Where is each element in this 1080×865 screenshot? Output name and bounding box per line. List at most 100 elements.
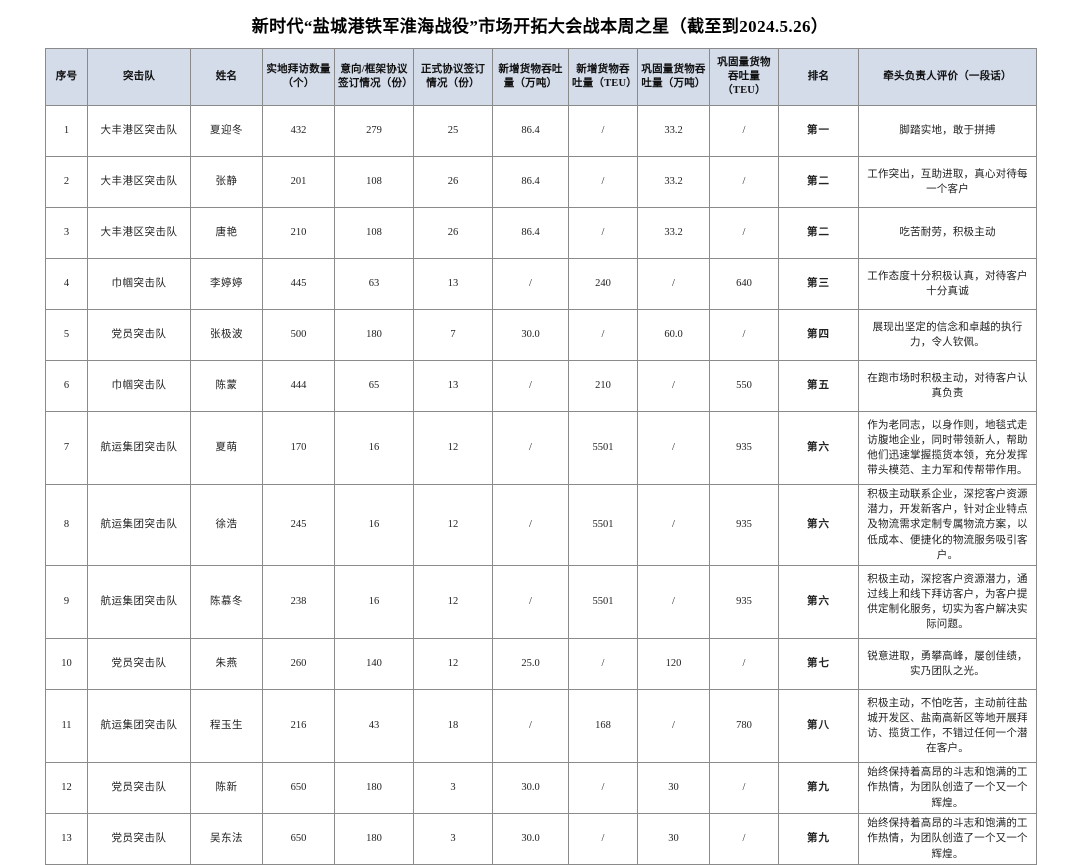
cell-index: 4 xyxy=(45,258,88,310)
cell-team: 党员突击队 xyxy=(87,638,191,691)
cell-comment: 锐意进取，勇攀高峰，屡创佳绩，实乃团队之光。 xyxy=(858,638,1037,691)
cell-intent-agreements: 43 xyxy=(334,689,414,764)
cell-consolidated-ton: 30 xyxy=(637,762,710,815)
column-header-team: 突击队 xyxy=(87,48,191,106)
cell-team: 航运集团突击队 xyxy=(87,565,191,640)
cell-index: 3 xyxy=(45,207,88,259)
cell-consolidated-teu: / xyxy=(709,156,779,208)
column-header-formal: 正式协议签订情况（份） xyxy=(413,48,493,106)
table-row: 9 航运集团突击队 陈慕冬 238 16 12/5501/935 第六 积极主动，深挖客户资源… xyxy=(45,565,1037,640)
cell-new-throughput-ton: / xyxy=(492,258,569,310)
cell-new-throughput-ton: / xyxy=(492,411,569,485)
cell-new-throughput-teu: 210 xyxy=(568,360,638,412)
cell-new-throughput-ton: / xyxy=(492,689,569,764)
cell-new-throughput-teu: 5501 xyxy=(568,483,638,567)
cell-team: 党员突击队 xyxy=(87,762,191,815)
cell-intent-agreements: 108 xyxy=(334,156,414,208)
cell-index: 10 xyxy=(45,638,88,691)
cell-intent-agreements: 279 xyxy=(334,105,414,157)
cell-name: 朱燕 xyxy=(190,638,263,691)
cell-consolidated-ton: / xyxy=(637,360,710,412)
cell-visits: 245 xyxy=(262,483,335,567)
cell-intent-agreements: 108 xyxy=(334,207,414,259)
cell-comment: 脚踏实地，敢于拼搏 xyxy=(858,105,1037,157)
cell-consolidated-ton: 33.2 xyxy=(637,105,710,157)
cell-name: 吴东法 xyxy=(190,813,263,865)
cell-intent-agreements: 180 xyxy=(334,813,414,865)
cell-new-throughput-ton: 30.0 xyxy=(492,309,569,361)
cell-rank: 第五 xyxy=(778,360,859,412)
cell-consolidated-ton: 33.2 xyxy=(637,156,710,208)
cell-index: 5 xyxy=(45,309,88,361)
column-header-rank: 排名 xyxy=(778,48,859,106)
cell-new-throughput-teu: / xyxy=(568,105,638,157)
cell-new-throughput-ton: 30.0 xyxy=(492,762,569,815)
cell-consolidated-teu: / xyxy=(709,105,779,157)
table-container: 序号 突击队 姓名 实地拜访数量（个） 意向/框架协议签订情况（份） 正式协议签… xyxy=(0,48,1080,865)
header-row: 序号 突击队 姓名 实地拜访数量（个） 意向/框架协议签订情况（份） 正式协议签… xyxy=(45,48,1037,106)
cell-formal-agreements: 26 xyxy=(413,207,493,259)
cell-comment: 作为老同志，以身作则，地毯式走访腹地企业，同时带领新人，帮助他们迅速掌握揽货本领… xyxy=(858,411,1037,485)
cell-formal-agreements: 3 xyxy=(413,762,493,815)
cell-new-throughput-teu: 5501 xyxy=(568,565,638,640)
cell-intent-agreements: 63 xyxy=(334,258,414,310)
cell-consolidated-teu: / xyxy=(709,638,779,691)
cell-team: 大丰港区突击队 xyxy=(87,105,191,157)
table-row: 10 党员突击队 朱燕 260 140 12 25.0/120/第七 锐意进取，勇攀高峰，屡创… xyxy=(45,638,1037,691)
cell-team: 航运集团突击队 xyxy=(87,411,191,485)
cell-index: 9 xyxy=(45,565,88,640)
cell-rank: 第六 xyxy=(778,483,859,567)
cell-visits: 216 xyxy=(262,689,335,764)
cell-new-throughput-ton: 86.4 xyxy=(492,156,569,208)
column-header-index: 序号 xyxy=(45,48,88,106)
cell-name: 夏萌 xyxy=(190,411,263,485)
column-header-comment: 牵头负责人评价（一段话） xyxy=(858,48,1037,106)
cell-intent-agreements: 16 xyxy=(334,483,414,567)
cell-visits: 432 xyxy=(262,105,335,157)
cell-visits: 238 xyxy=(262,565,335,640)
cell-formal-agreements: 7 xyxy=(413,309,493,361)
cell-team: 航运集团突击队 xyxy=(87,689,191,764)
cell-rank: 第九 xyxy=(778,813,859,865)
cell-name: 陈蒙 xyxy=(190,360,263,412)
cell-comment: 积极主动，不怕吃苦，主动前往盐城开发区、盐南高新区等地开展拜访、揽货工作，不错过… xyxy=(858,689,1037,764)
document-page: 新时代“盐城港铁军淮海战役”市场开拓大会战本周之星（截至到2024.5.26） … xyxy=(45,17,1037,865)
table-row: 13 党员突击队 吴东法 650 180 3 30.0/30/第九 始终保持着高昂的斗志和饱满… xyxy=(45,813,1037,865)
cell-new-throughput-ton: 86.4 xyxy=(492,105,569,157)
cell-team: 巾帼突击队 xyxy=(87,360,191,412)
cell-new-throughput-teu: 240 xyxy=(568,258,638,310)
cell-new-throughput-teu: / xyxy=(568,207,638,259)
column-header-cons-ton: 巩固量货物吞吐量（万吨） xyxy=(637,48,710,106)
cell-new-throughput-teu: / xyxy=(568,638,638,691)
cell-consolidated-teu: / xyxy=(709,309,779,361)
cell-name: 徐浩 xyxy=(190,483,263,567)
cell-comment: 展现出坚定的信念和卓越的执行力，令人钦佩。 xyxy=(858,309,1037,361)
table-row: 7 航运集团突击队 夏萌 170 16 12/5501/935 第六 作为老同志，以身作则，地… xyxy=(45,411,1037,485)
cell-formal-agreements: 12 xyxy=(413,483,493,567)
cell-consolidated-ton: 33.2 xyxy=(637,207,710,259)
cell-formal-agreements: 25 xyxy=(413,105,493,157)
cell-comment: 工作态度十分积极认真，对待客户十分真诚 xyxy=(858,258,1037,310)
cell-comment: 在跑市场时积极主动，对待客户认真负责 xyxy=(858,360,1037,412)
cell-index: 2 xyxy=(45,156,88,208)
table-row: 6 巾帼突击队 陈蒙 444 65 13/210/550 第五 在跑市场时积极主动，对待客户认… xyxy=(45,360,1037,412)
cell-consolidated-teu: / xyxy=(709,207,779,259)
cell-rank: 第八 xyxy=(778,689,859,764)
cell-index: 13 xyxy=(45,813,88,865)
cell-name: 张静 xyxy=(190,156,263,208)
cell-team: 大丰港区突击队 xyxy=(87,156,191,208)
cell-index: 6 xyxy=(45,360,88,412)
cell-new-throughput-teu: 168 xyxy=(568,689,638,764)
cell-name: 陈慕冬 xyxy=(190,565,263,640)
cell-visits: 500 xyxy=(262,309,335,361)
cell-name: 程玉生 xyxy=(190,689,263,764)
cell-comment: 积极主动联系企业，深挖客户资源潜力，开发新客户，针对企业特点及物流需求定制专属物… xyxy=(858,483,1037,567)
cell-consolidated-ton: 60.0 xyxy=(637,309,710,361)
cell-rank: 第二 xyxy=(778,156,859,208)
cell-rank: 第七 xyxy=(778,638,859,691)
cell-rank: 第六 xyxy=(778,565,859,640)
cell-team: 党员突击队 xyxy=(87,309,191,361)
cell-consolidated-ton: / xyxy=(637,689,710,764)
cell-new-throughput-teu: 5501 xyxy=(568,411,638,485)
cell-rank: 第三 xyxy=(778,258,859,310)
